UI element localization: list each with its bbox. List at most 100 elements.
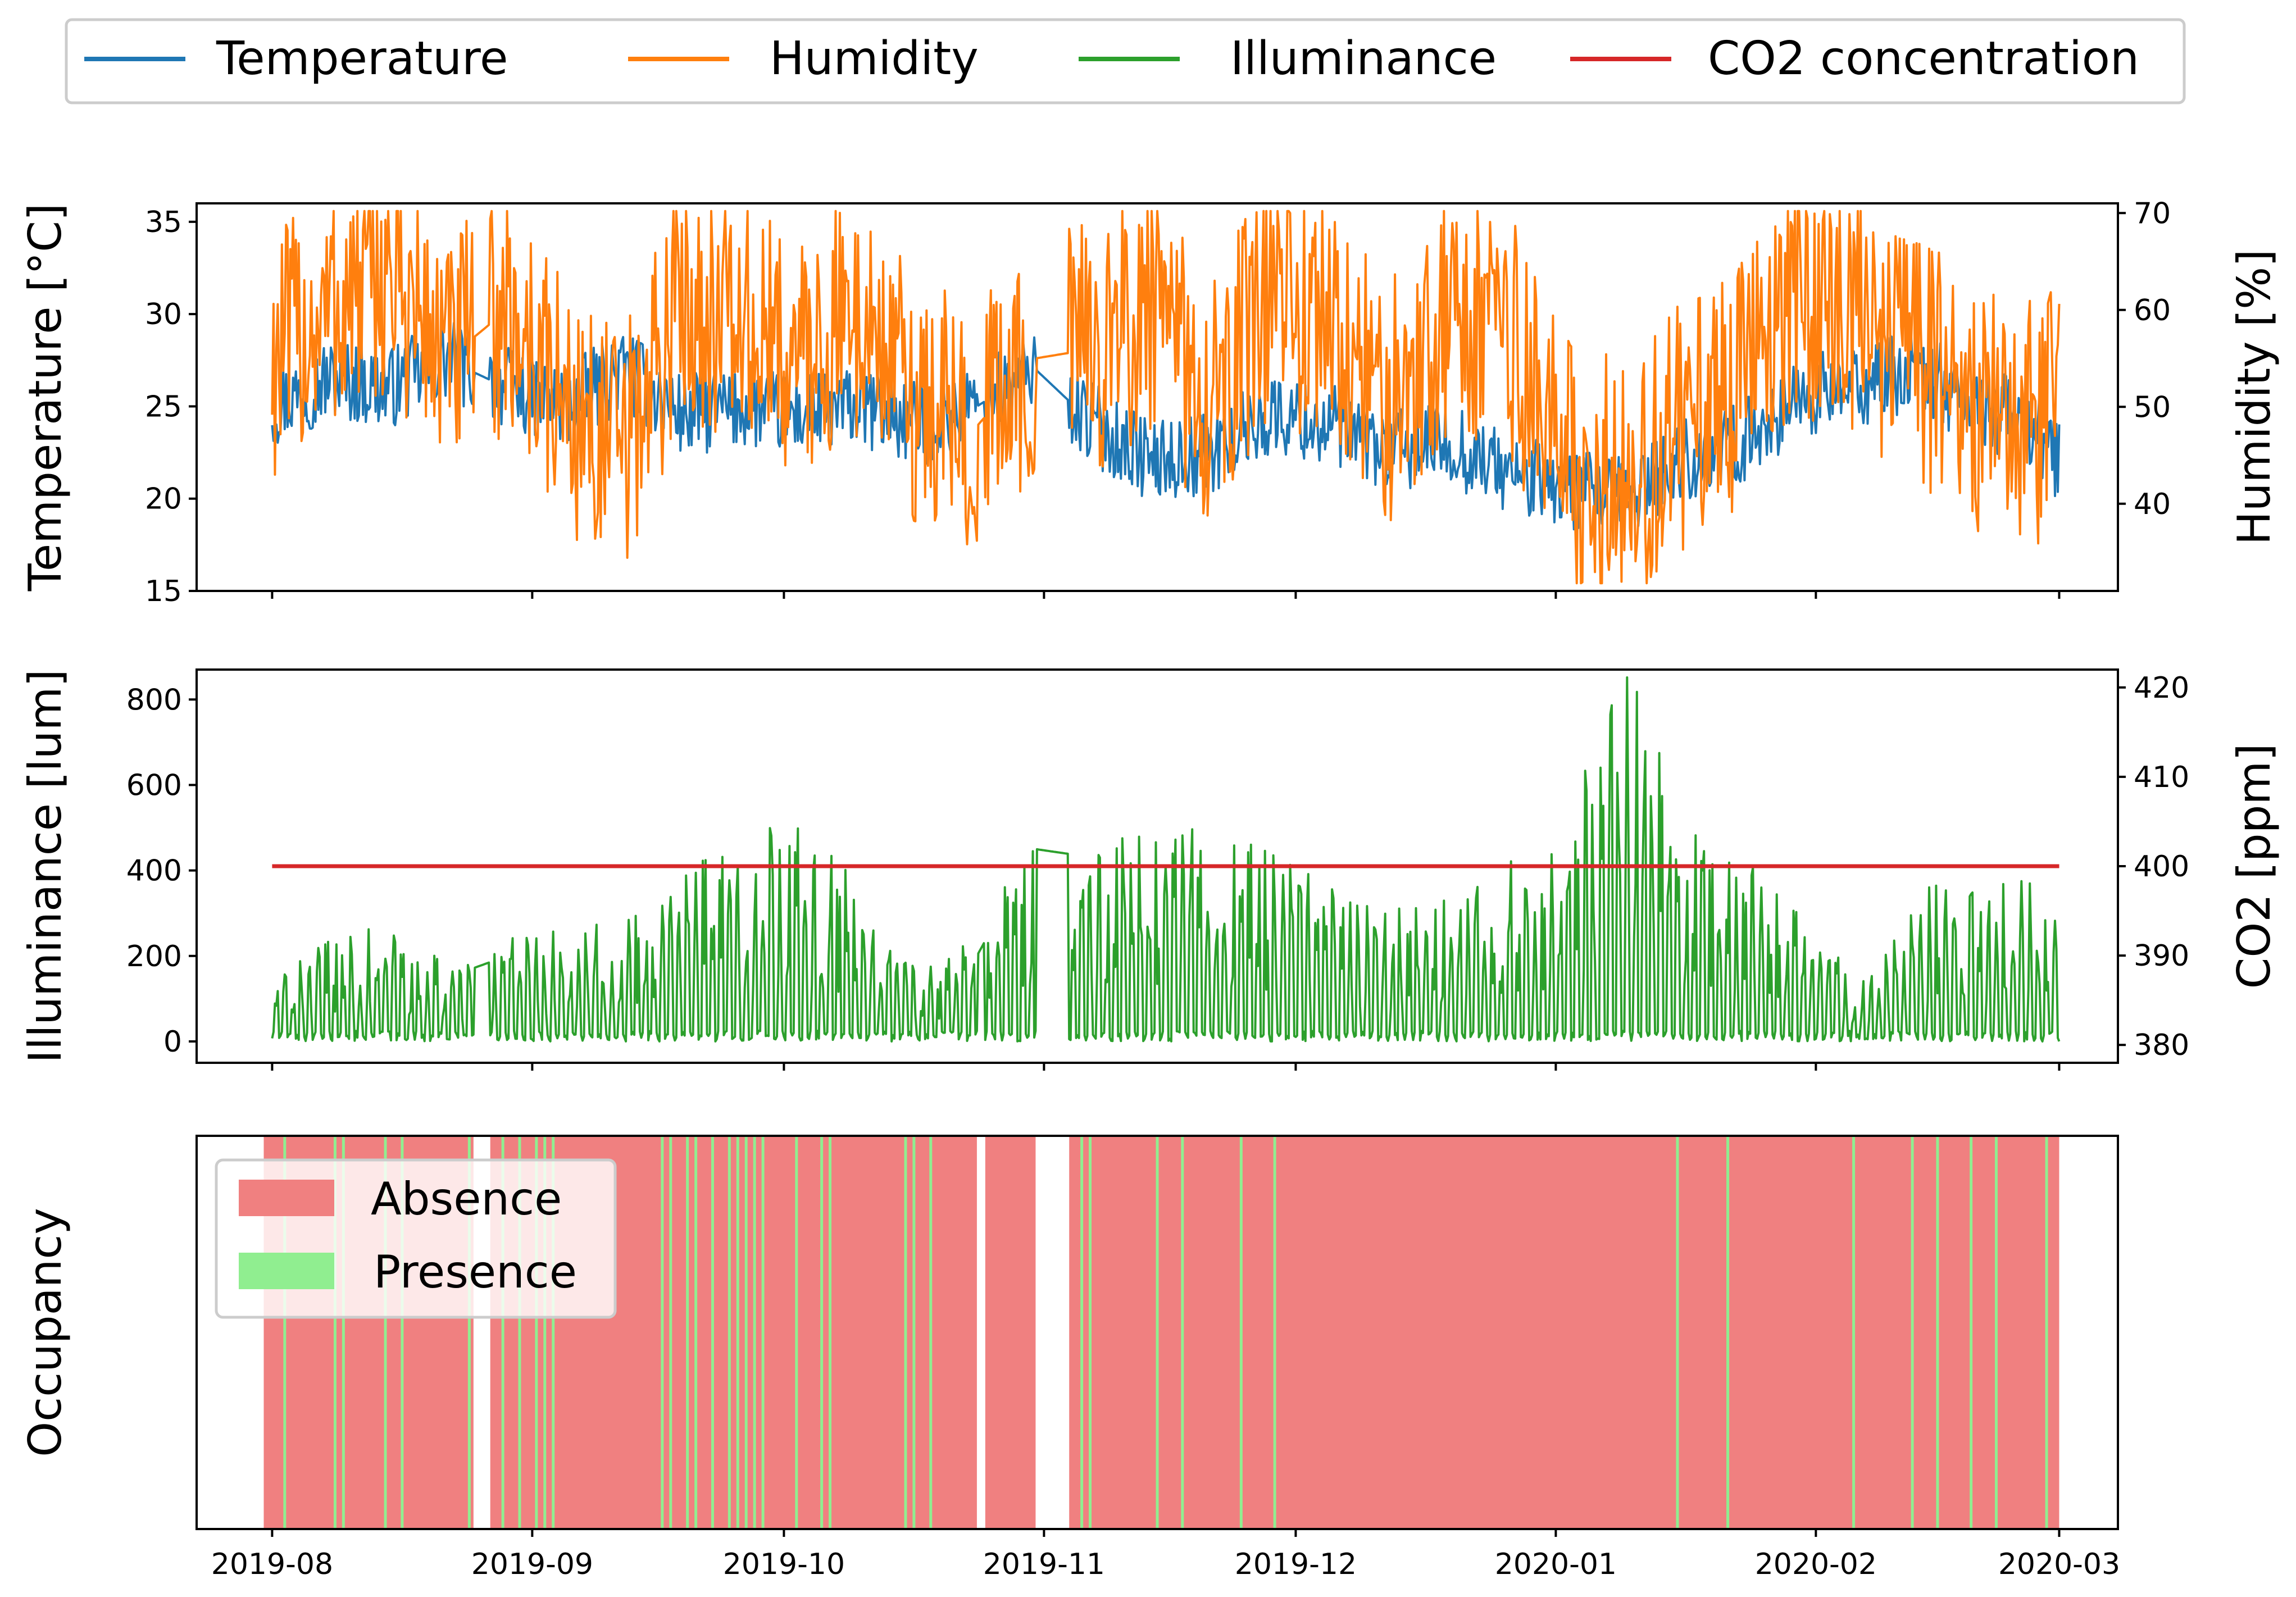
left-tick-label: 35 <box>145 206 182 239</box>
presence-band <box>501 1136 504 1529</box>
panel-occupancy: 2019-08 2019-09 2019-10 2019-11 2019-12 2020-… <box>19 1135 2120 1581</box>
occupancy-legend: Absence Presence <box>215 1158 617 1319</box>
left-tick-label: 15 <box>145 575 182 608</box>
presence-band <box>728 1136 731 1529</box>
presence-band <box>736 1136 739 1529</box>
presence-band <box>1080 1136 1084 1529</box>
x-tick-label: 2020-01 <box>1495 1548 1617 1581</box>
presence-band <box>552 1136 555 1529</box>
presence-band <box>401 1136 404 1529</box>
presence-band <box>753 1136 756 1529</box>
humidity-axis-label: Humidity [%] <box>2228 249 2280 545</box>
presence-band <box>669 1136 672 1529</box>
x-tick-label: 2020-02 <box>1755 1548 1877 1581</box>
right-tick-label: 50 <box>2134 390 2171 424</box>
x-tick-label: 2019-12 <box>1235 1548 1357 1581</box>
occupancy-bands <box>263 1136 2059 1529</box>
temperature-axis-label: Temperature [°C] <box>19 203 71 592</box>
presence-band <box>467 1136 471 1529</box>
presence-band <box>694 1136 698 1529</box>
presence-band <box>1936 1136 1939 1529</box>
x-tick-label: 2020-03 <box>1998 1548 2120 1581</box>
left-tick-label: 400 <box>126 854 182 888</box>
presence-band <box>904 1136 907 1529</box>
presence-band <box>535 1136 538 1529</box>
panel-2-x-ticks <box>271 1063 2061 1071</box>
presence-band <box>744 1136 748 1529</box>
panel-2-series <box>271 676 2061 1043</box>
x-tick-label: 2019-09 <box>471 1548 593 1581</box>
occupancy-legend-swatch-absence <box>239 1180 334 1216</box>
x-tick-label: 2019-10 <box>723 1548 845 1581</box>
left-tick-label: 25 <box>145 390 182 424</box>
presence-band <box>342 1136 345 1529</box>
presence-band <box>543 1136 547 1529</box>
presence-band <box>761 1136 765 1529</box>
presence-band <box>333 1136 337 1529</box>
presence-band <box>1911 1136 1914 1529</box>
occupancy-legend-label-absence: Absence <box>371 1173 562 1225</box>
occupancy-legend-swatch-presence <box>239 1253 334 1289</box>
right-tick-label: 390 <box>2134 939 2189 973</box>
legend: Temperature Humidity Illuminance CO2 con… <box>65 18 2186 104</box>
panel-1-left-ticks: 15 20 25 30 35 <box>145 206 197 608</box>
right-tick-label: 380 <box>2134 1029 2189 1062</box>
presence-band <box>1181 1136 1184 1529</box>
panel-2-right-ticks: 380 390 400 410 420 <box>2118 671 2189 1062</box>
presence-band <box>1239 1136 1243 1529</box>
legend-label-co2: CO2 concentration <box>1708 32 2139 85</box>
presence-band <box>1994 1136 1998 1529</box>
right-tick-label: 420 <box>2134 671 2189 705</box>
panel-1-right-ticks: 40 50 60 70 <box>2118 197 2171 521</box>
right-tick-label: 400 <box>2134 850 2189 884</box>
right-tick-label: 40 <box>2134 488 2171 521</box>
absence-band <box>1069 1136 2059 1529</box>
panel-illuminance-co2: 0 200 400 600 800 380 390 400 410 420 Illuminanc… <box>19 668 2280 1071</box>
left-tick-label: 800 <box>126 683 182 717</box>
presence-band <box>711 1136 714 1529</box>
absence-band <box>985 1136 1036 1529</box>
legend-label-humidity: Humidity <box>770 32 979 85</box>
left-tick-label: 20 <box>145 483 182 516</box>
right-tick-label: 410 <box>2134 761 2189 794</box>
presence-band <box>820 1136 824 1529</box>
presence-band <box>1273 1136 1276 1529</box>
presence-band <box>829 1136 832 1529</box>
presence-band <box>929 1136 933 1529</box>
panel-1-x-ticks <box>271 591 2061 599</box>
panel-3-x-ticks: 2019-08 2019-09 2019-10 2019-11 2019-12 2020-… <box>211 1529 2120 1581</box>
presence-band <box>686 1136 689 1529</box>
left-tick-label: 200 <box>126 940 182 973</box>
presence-band <box>661 1136 664 1529</box>
legend-label-illuminance: Illuminance <box>1230 32 1497 85</box>
left-tick-label: 0 <box>163 1025 182 1059</box>
panel-2-left-ticks: 0 200 400 600 800 <box>126 683 197 1059</box>
right-tick-label: 70 <box>2134 197 2171 230</box>
presence-band <box>2045 1136 2048 1529</box>
presence-band <box>912 1136 916 1529</box>
presence-band <box>1970 1136 1973 1529</box>
presence-band <box>1676 1136 1679 1529</box>
x-tick-label: 2019-08 <box>211 1548 333 1581</box>
left-tick-label: 30 <box>145 298 182 331</box>
co2-axis-label: CO2 [ppm] <box>2228 743 2280 989</box>
occupancy-legend-label-presence: Presence <box>374 1246 577 1298</box>
panel-1-series <box>271 210 2061 585</box>
presence-band <box>518 1136 521 1529</box>
illuminance-axis-label: Illuminance [lum] <box>19 669 71 1063</box>
x-tick-label: 2019-11 <box>983 1548 1105 1581</box>
panel-3-border <box>195 1135 2119 1530</box>
presence-band <box>1726 1136 1730 1529</box>
presence-band <box>1089 1136 1092 1529</box>
legend-label-temperature: Temperature <box>216 32 508 85</box>
presence-band <box>1852 1136 1856 1529</box>
presence-band <box>1156 1136 1159 1529</box>
left-tick-label: 600 <box>126 768 182 802</box>
panel-2-border <box>195 668 2119 1064</box>
series-line-humidity <box>271 210 2061 585</box>
presence-band <box>384 1136 387 1529</box>
presence-band <box>795 1136 798 1529</box>
right-tick-label: 60 <box>2134 294 2171 327</box>
panel-1-border <box>195 202 2119 592</box>
